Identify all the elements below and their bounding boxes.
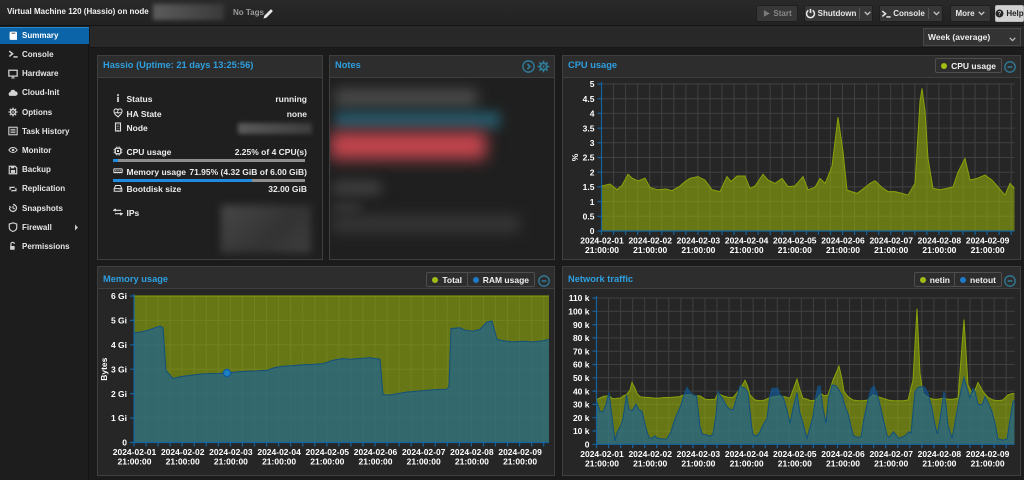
svg-text:2024-02-08: 2024-02-08	[918, 236, 962, 246]
svg-text:3 Gi: 3 Gi	[111, 364, 127, 374]
svg-text:21:00:00: 21:00:00	[826, 458, 860, 468]
svg-text:1 Gi: 1 Gi	[111, 413, 127, 423]
svg-text:4.5: 4.5	[583, 94, 595, 104]
svg-text:2024-02-03: 2024-02-03	[677, 449, 721, 459]
svg-text:0: 0	[122, 438, 127, 448]
svg-text:3.5: 3.5	[583, 123, 595, 133]
svg-text:21:00:00: 21:00:00	[262, 457, 296, 467]
svg-text:90 k: 90 k	[573, 320, 590, 330]
svg-text:2024-02-02: 2024-02-02	[628, 449, 672, 459]
svg-text:2024-02-02: 2024-02-02	[628, 236, 672, 246]
svg-text:2024-02-07: 2024-02-07	[402, 447, 446, 457]
svg-text:1: 1	[590, 197, 595, 207]
svg-text:5 Gi: 5 Gi	[111, 316, 127, 326]
svg-text:2024-02-02: 2024-02-02	[161, 447, 205, 457]
svg-text:0.5: 0.5	[583, 212, 595, 222]
svg-text:80 k: 80 k	[573, 333, 590, 343]
svg-text:2024-02-09: 2024-02-09	[966, 449, 1010, 459]
svg-text:0: 0	[590, 226, 595, 236]
svg-text:2024-02-04: 2024-02-04	[725, 449, 769, 459]
svg-text:70 k: 70 k	[573, 346, 590, 356]
svg-text:21:00:00: 21:00:00	[681, 245, 715, 255]
svg-text:21:00:00: 21:00:00	[778, 245, 812, 255]
svg-text:21:00:00: 21:00:00	[585, 245, 619, 255]
svg-text:5: 5	[590, 79, 595, 89]
svg-text:2024-02-06: 2024-02-06	[354, 447, 398, 457]
svg-text:2024-02-01: 2024-02-01	[580, 449, 624, 459]
svg-text:21:00:00: 21:00:00	[681, 458, 715, 468]
svg-text:100 k: 100 k	[568, 307, 590, 317]
svg-text:21:00:00: 21:00:00	[922, 245, 956, 255]
svg-text:21:00:00: 21:00:00	[214, 457, 248, 467]
svg-text:%: %	[570, 153, 580, 161]
svg-text:2024-02-08: 2024-02-08	[918, 449, 962, 459]
svg-text:3: 3	[590, 138, 595, 148]
svg-text:6 Gi: 6 Gi	[111, 291, 127, 301]
svg-text:2024-02-07: 2024-02-07	[869, 449, 913, 459]
svg-text:21:00:00: 21:00:00	[730, 458, 764, 468]
svg-text:2024-02-06: 2024-02-06	[821, 449, 865, 459]
svg-text:21:00:00: 21:00:00	[633, 458, 667, 468]
svg-text:2024-02-06: 2024-02-06	[821, 236, 865, 246]
svg-text:2024-02-03: 2024-02-03	[209, 447, 253, 457]
svg-text:2024-02-01: 2024-02-01	[113, 447, 157, 457]
svg-text:21:00:00: 21:00:00	[778, 458, 812, 468]
svg-text:2024-02-03: 2024-02-03	[677, 236, 721, 246]
svg-text:21:00:00: 21:00:00	[874, 458, 908, 468]
svg-text:2024-02-09: 2024-02-09	[498, 447, 542, 457]
svg-text:21:00:00: 21:00:00	[922, 458, 956, 468]
svg-text:4: 4	[590, 109, 595, 119]
svg-text:21:00:00: 21:00:00	[358, 457, 392, 467]
svg-text:21:00:00: 21:00:00	[166, 457, 200, 467]
svg-text:21:00:00: 21:00:00	[826, 245, 860, 255]
svg-text:Bytes: Bytes	[99, 357, 109, 380]
svg-text:21:00:00: 21:00:00	[503, 457, 537, 467]
svg-text:?: ?	[998, 11, 1002, 17]
svg-text:2024-02-04: 2024-02-04	[257, 447, 301, 457]
svg-text:21:00:00: 21:00:00	[455, 457, 489, 467]
svg-text:2 Gi: 2 Gi	[111, 389, 127, 399]
svg-text:1.5: 1.5	[583, 182, 595, 192]
svg-text:21:00:00: 21:00:00	[874, 245, 908, 255]
svg-text:2024-02-08: 2024-02-08	[450, 447, 494, 457]
svg-text:2024-02-04: 2024-02-04	[725, 236, 769, 246]
svg-text:110 k: 110 k	[569, 293, 590, 303]
svg-text:21:00:00: 21:00:00	[730, 245, 764, 255]
svg-text:30 k: 30 k	[573, 400, 590, 410]
svg-text:2.5: 2.5	[583, 153, 595, 163]
svg-text:21:00:00: 21:00:00	[971, 458, 1005, 468]
svg-text:60 k: 60 k	[573, 360, 590, 370]
svg-text:2024-02-05: 2024-02-05	[773, 449, 817, 459]
svg-text:21:00:00: 21:00:00	[633, 245, 667, 255]
svg-text:0: 0	[585, 440, 590, 450]
svg-text:2024-02-05: 2024-02-05	[306, 447, 350, 457]
svg-text:21:00:00: 21:00:00	[117, 457, 151, 467]
svg-text:21:00:00: 21:00:00	[971, 245, 1005, 255]
svg-text:21:00:00: 21:00:00	[585, 458, 619, 468]
svg-text:4 Gi: 4 Gi	[111, 340, 127, 350]
svg-text:2024-02-07: 2024-02-07	[869, 236, 913, 246]
svg-text:2024-02-05: 2024-02-05	[773, 236, 817, 246]
svg-text:2024-02-09: 2024-02-09	[966, 236, 1010, 246]
svg-text:21:00:00: 21:00:00	[310, 457, 344, 467]
svg-text:50 k: 50 k	[573, 373, 590, 383]
svg-text:21:00:00: 21:00:00	[407, 457, 441, 467]
svg-text:40 k: 40 k	[573, 386, 590, 396]
svg-text:2024-02-01: 2024-02-01	[580, 236, 624, 246]
svg-text:10 k: 10 k	[573, 426, 590, 436]
svg-text:20 k: 20 k	[573, 413, 590, 423]
svg-text:2: 2	[590, 167, 595, 177]
